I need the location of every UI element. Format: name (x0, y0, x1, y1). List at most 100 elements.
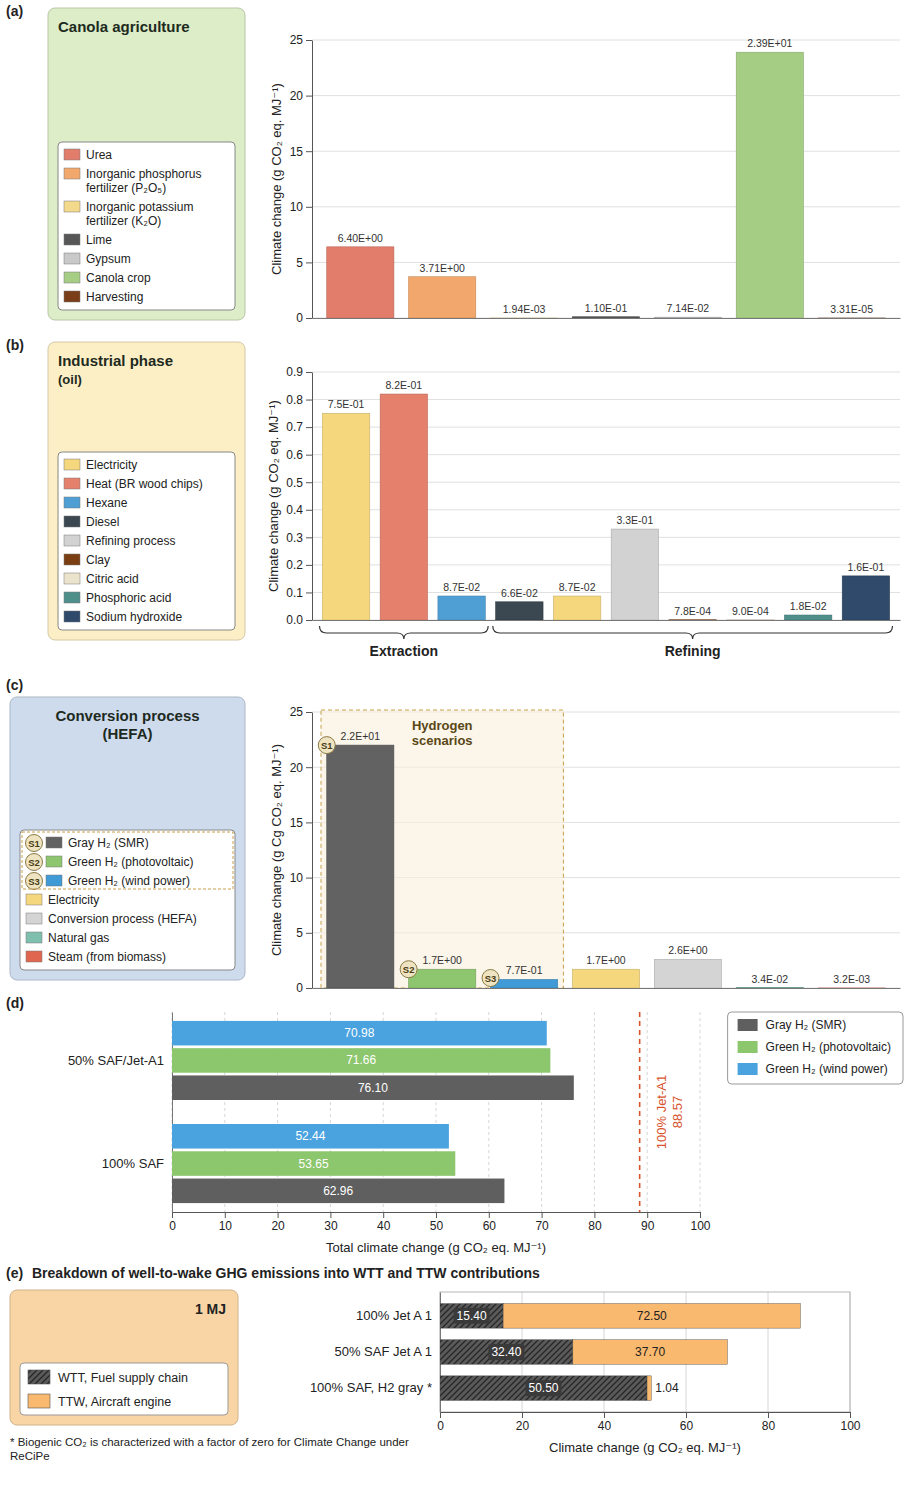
axis: 0510152025 (290, 705, 313, 995)
grid-line (312, 40, 900, 41)
text-line: Urea (86, 148, 112, 162)
group-label: Refining (665, 643, 721, 659)
grid-line (312, 95, 900, 96)
data-label: 6.6E-02 (501, 587, 538, 599)
legend-swatch (64, 535, 80, 546)
text-line: Diesel (86, 515, 119, 529)
bars (327, 52, 886, 318)
panel-label: (e) (6, 1265, 23, 1281)
tick: 50% SAF Jet A 1 (334, 1344, 440, 1359)
text-line: Refining process (86, 534, 175, 548)
legend-box (58, 452, 235, 630)
data-label: 76.10 (358, 1081, 388, 1095)
bar (736, 987, 803, 988)
group-label: Hydrogenscenarios (412, 718, 473, 748)
legend-swatch (28, 1394, 50, 1408)
legend-swatch (64, 497, 80, 508)
axis-title: Climate change (g CO₂ eq. MJ⁻¹) (266, 400, 281, 592)
bar (669, 619, 716, 620)
axis-line (312, 41, 313, 319)
axis-line (312, 373, 313, 621)
label-patch (488, 1344, 524, 1360)
tick: 0.8 (286, 393, 312, 407)
legend-label: Conversion process (HEFA) (48, 912, 197, 926)
tick-label: 0 (296, 981, 303, 995)
tick: 0 (296, 981, 312, 995)
legend: S1Gray H₂ (SMR)S2Green H₂ (photovoltaic)… (20, 830, 235, 970)
badge: S1 (26, 835, 43, 852)
legend-swatch (26, 894, 42, 905)
plot-frame (440, 1292, 850, 1412)
legend-item: S3Green H₂ (wind power) (26, 873, 191, 890)
tick-label: 80 (588, 1219, 602, 1233)
badge: S1 (318, 737, 335, 754)
axis (313, 620, 901, 621)
data-label: 3.2E-03 (833, 973, 870, 985)
axis-title: Climate change (g CO₂ eq. MJ⁻¹) (269, 83, 284, 275)
tick-mark (306, 537, 312, 538)
tick-label: 0.7 (286, 420, 303, 434)
legend-swatch (64, 201, 80, 212)
legend: ElectricityHeat (BR wood chips)HexaneDie… (58, 452, 235, 630)
tick: 10 (290, 871, 312, 885)
tick-mark (172, 1212, 173, 1218)
data-label: 3.31E-05 (830, 303, 873, 315)
tick: 20 (516, 1412, 530, 1433)
badge-circle (26, 854, 43, 871)
axis-line (313, 620, 901, 621)
legend-item: Urea (64, 148, 112, 162)
tick: 0.9 (286, 365, 312, 379)
bar (647, 1376, 651, 1401)
legend-swatch (64, 234, 80, 245)
group-brace (493, 626, 893, 639)
bar (491, 979, 558, 988)
text-line: ReCiPe (10, 1450, 50, 1462)
legend-item: Conversion process (HEFA) (26, 912, 197, 926)
grid (312, 40, 900, 318)
badge-label: S2 (28, 857, 40, 868)
footnote: * Biogenic CO₂ is characterized with a f… (10, 1436, 409, 1462)
legend-item: Sodium hydroxide (64, 610, 182, 624)
legend-item: Clay (64, 553, 110, 567)
tick-mark (306, 372, 312, 373)
legend-item: Natural gas (26, 931, 109, 945)
legend-swatch (46, 856, 62, 867)
tick: 0.6 (286, 448, 312, 462)
legend-label: Phosphoric acid (86, 591, 171, 605)
bar (572, 317, 639, 318)
text-line: Conversion process (55, 707, 199, 724)
badge: S2 (26, 854, 43, 871)
axis: 020406080100 (437, 1412, 861, 1433)
legend-swatch (64, 291, 80, 302)
tick-label: 60 (483, 1219, 497, 1233)
badge: S2 (400, 961, 417, 978)
legend-swatch (64, 149, 80, 160)
tick-mark (306, 712, 312, 713)
data-label: 1.7E+00 (423, 954, 463, 966)
legend-label: Green H₂ (photovoltaic) (68, 855, 193, 869)
text-line: Steam (from biomass) (48, 950, 166, 964)
legend: Gray H₂ (SMR)Green H₂ (photovoltaic)Gree… (728, 1012, 903, 1084)
legend-label: TTW, Aircraft engine (58, 1395, 171, 1409)
tick-mark (647, 1212, 648, 1218)
legend-item: Citric acid (64, 572, 139, 586)
legend-label: Inorganic phosphorusfertilizer (P₂O₅) (86, 167, 201, 195)
axis (313, 988, 901, 989)
legend-item: S2 Green H₂ (photovoltaic) (26, 854, 194, 871)
tick-label: 100% Jet A 1 (356, 1308, 432, 1323)
tick-label: 90 (641, 1219, 655, 1233)
tick: 0.1 (286, 586, 312, 600)
tick: 0 (437, 1412, 444, 1433)
legend-label: Electricity (86, 458, 137, 472)
text-line: Clay (86, 553, 110, 567)
badge-circle (400, 961, 417, 978)
tick: 50% SAF/Jet-A1 (68, 1053, 172, 1068)
tick-mark (522, 1412, 523, 1418)
text-line: Green H₂ (photovoltaic) (68, 855, 193, 869)
panel-subtitle: (oil) (58, 372, 82, 387)
data-label: 70.98 (344, 1026, 374, 1040)
reference-value: 88.57 (670, 1096, 685, 1129)
legend-swatch (64, 592, 80, 603)
legend-box (728, 1012, 903, 1084)
legend-swatch (26, 932, 42, 943)
